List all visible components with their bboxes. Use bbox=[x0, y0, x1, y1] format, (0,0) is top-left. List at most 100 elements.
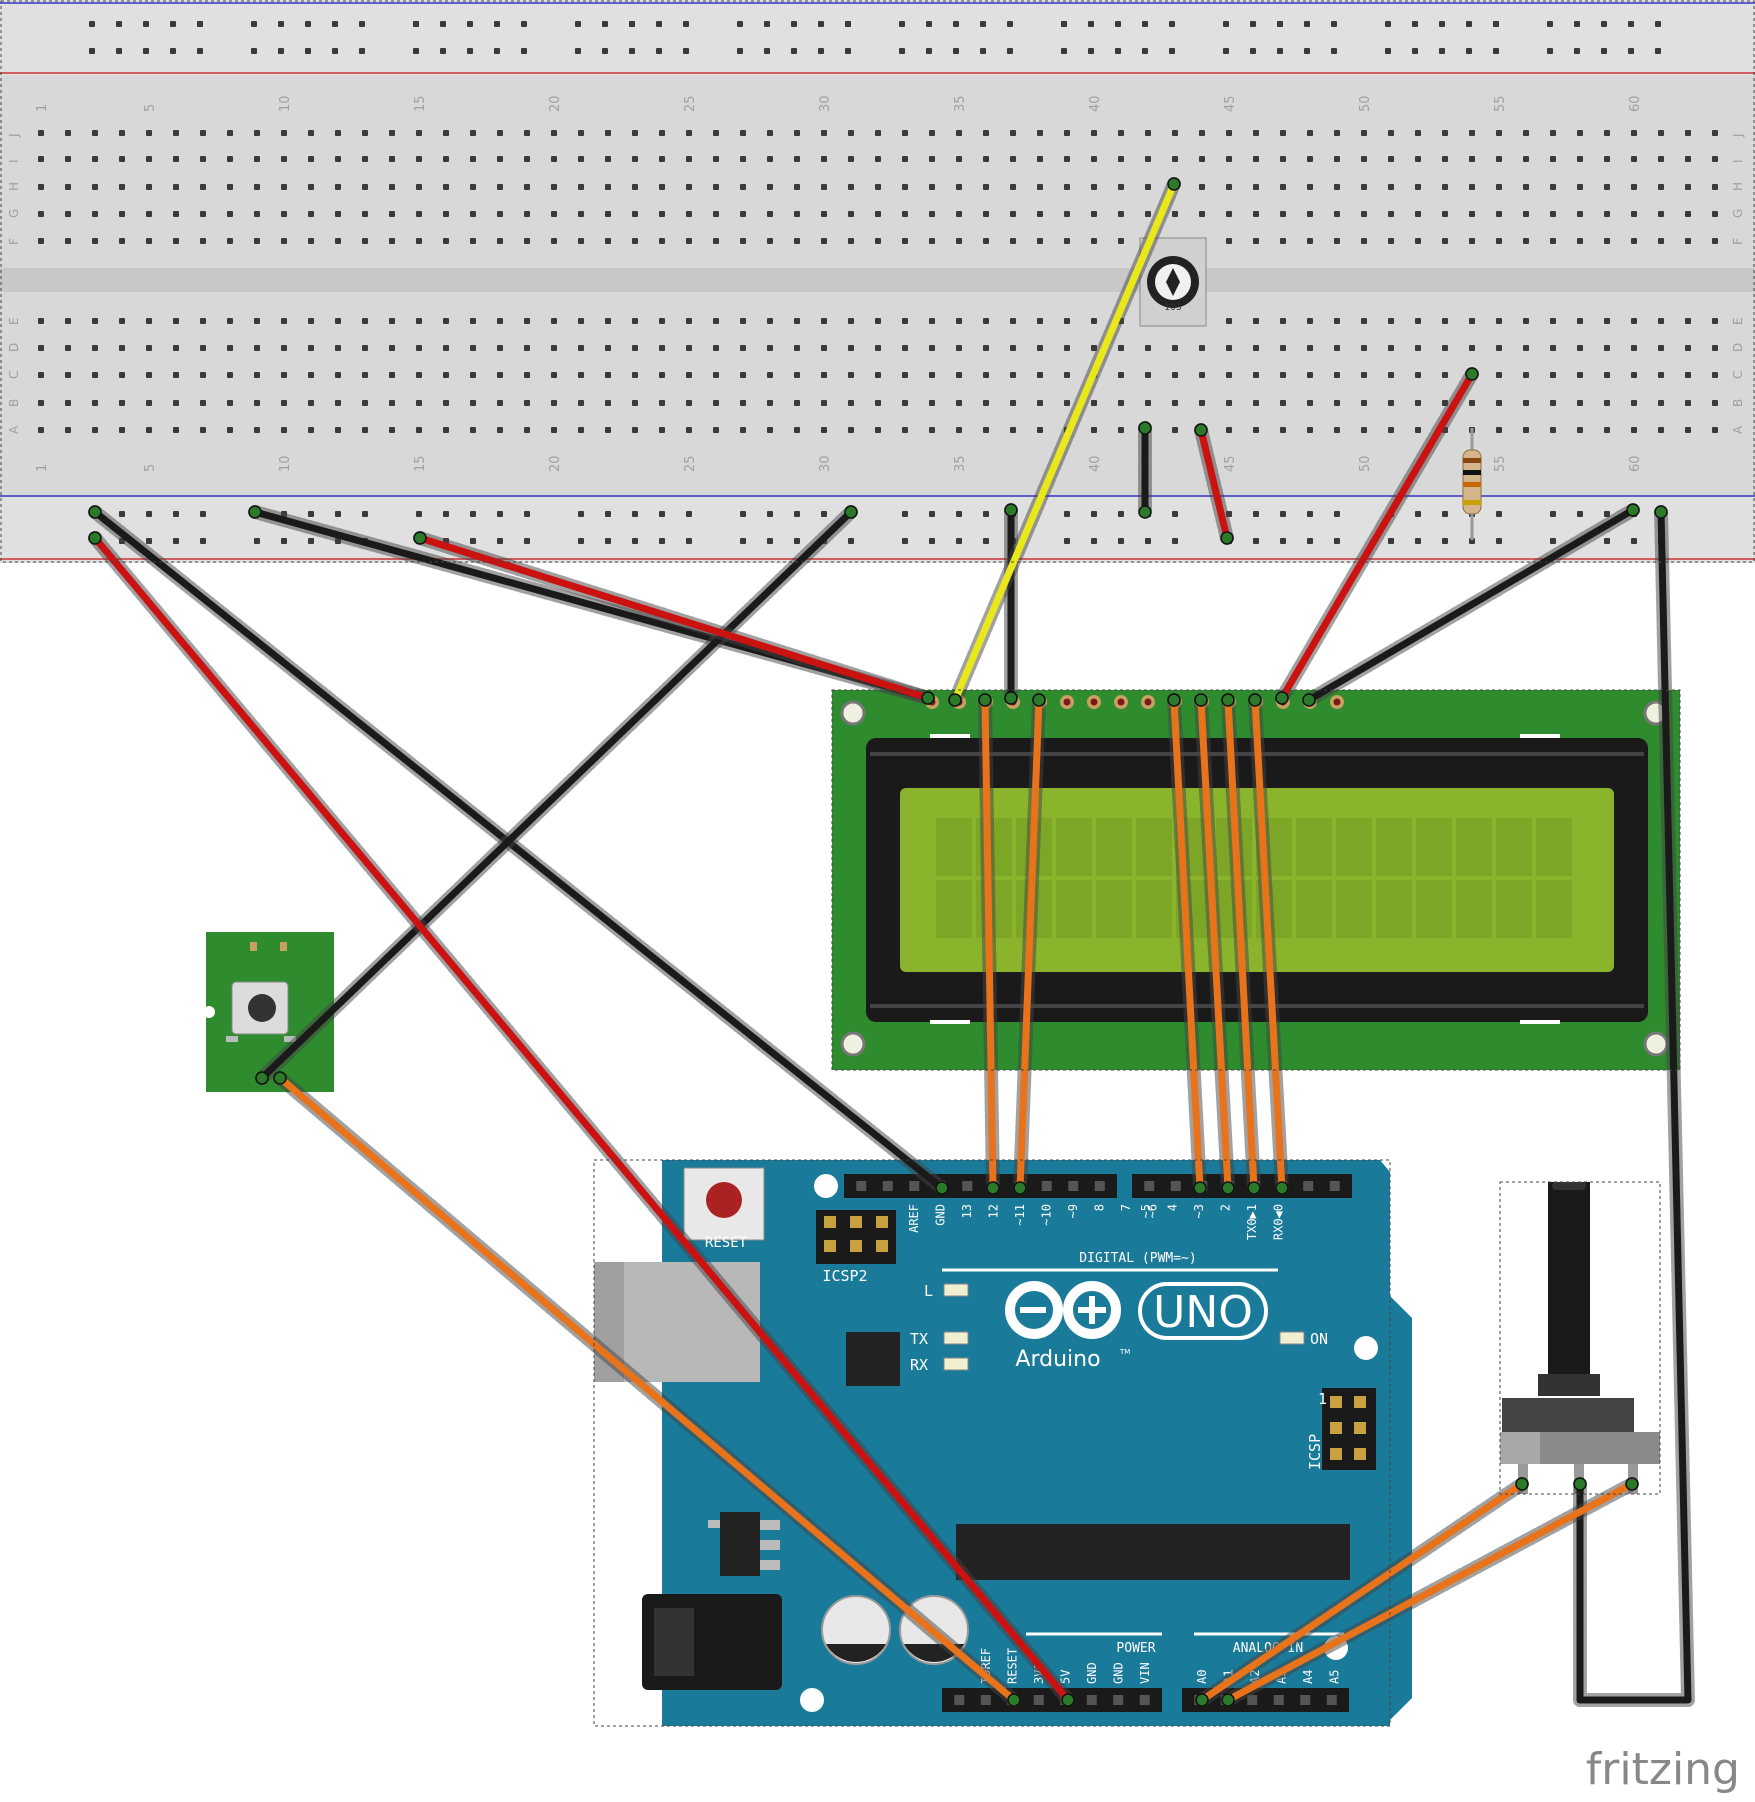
breadboard-hole bbox=[1253, 238, 1259, 244]
breadboard-hole bbox=[281, 372, 287, 378]
row-letter: B bbox=[7, 399, 21, 407]
power-rail-hole bbox=[740, 538, 746, 544]
trimmer-potentiometer[interactable]: 103 bbox=[1139, 237, 1207, 327]
breadboard-hole bbox=[1199, 184, 1205, 190]
breadboard-hole bbox=[686, 238, 692, 244]
breadboard-hole bbox=[1523, 211, 1529, 217]
breadboard-hole bbox=[1415, 427, 1421, 433]
breadboard-hole bbox=[362, 345, 368, 351]
breadboard-hole bbox=[146, 130, 152, 136]
breadboard-hole bbox=[875, 211, 881, 217]
breadboard-hole bbox=[1334, 318, 1340, 324]
column-number: 35 bbox=[953, 455, 968, 472]
lcd-cell bbox=[1416, 818, 1452, 876]
breadboard-hole bbox=[497, 345, 503, 351]
row-letter: D bbox=[1731, 343, 1745, 352]
power-rail-hole bbox=[737, 48, 743, 54]
breadboard-hole bbox=[1226, 211, 1232, 217]
breadboard-hole bbox=[200, 427, 206, 433]
wire-end bbox=[413, 531, 427, 545]
lcd-silk bbox=[930, 734, 970, 738]
breadboard-hole bbox=[767, 184, 773, 190]
power-rail-hole bbox=[1142, 21, 1148, 27]
wire-end bbox=[1275, 1181, 1289, 1195]
power-rail-hole bbox=[980, 48, 986, 54]
breadboard-hole bbox=[578, 211, 584, 217]
lcd-cell bbox=[1056, 818, 1092, 876]
breadboard-hole bbox=[794, 184, 800, 190]
power-rail-hole bbox=[1169, 21, 1175, 27]
breadboard-hole bbox=[632, 184, 638, 190]
breadboard-hole bbox=[1550, 318, 1556, 324]
rotary-potentiometer[interactable] bbox=[1500, 1182, 1660, 1494]
breadboard-hole bbox=[1442, 318, 1448, 324]
breadboard-hole bbox=[92, 400, 98, 406]
breadboard-hole bbox=[659, 345, 665, 351]
breadboard-hole bbox=[497, 372, 503, 378]
breadboard-hole bbox=[605, 184, 611, 190]
breadboard-hole bbox=[794, 238, 800, 244]
breadboard-hole bbox=[1118, 238, 1124, 244]
power-rail-hole bbox=[1223, 21, 1229, 27]
header-pin bbox=[1303, 1181, 1314, 1191]
power-rail-hole bbox=[524, 511, 530, 517]
breadboard-hole bbox=[1037, 400, 1043, 406]
breadboard-hole bbox=[767, 238, 773, 244]
digital-pin-labels: AREF GND 13 12 ~11 ~10 ~9 8 7 ~6~5 4 ~3 2 TX0▶1 RX0◀0 bbox=[907, 1204, 1286, 1240]
power-rail-hole bbox=[1577, 511, 1583, 517]
pin-label: 5V bbox=[1059, 1670, 1073, 1684]
breadboard-hole bbox=[794, 345, 800, 351]
digital-header bbox=[844, 1174, 1352, 1198]
power-rail-hole bbox=[1061, 48, 1067, 54]
breadboard-hole bbox=[1685, 318, 1691, 324]
breadboard-hole bbox=[1577, 318, 1583, 324]
column-number: 15 bbox=[413, 455, 428, 472]
row-letter: C bbox=[7, 371, 21, 379]
power-rail-hole bbox=[1253, 511, 1259, 517]
power-rail-hole bbox=[605, 538, 611, 544]
breadboard-hole bbox=[713, 238, 719, 244]
column-numbers-top: 1 5 10 15 20 25 30 35 40 45 50 55 60 bbox=[35, 95, 1643, 112]
breadboard-hole bbox=[1469, 345, 1475, 351]
breadboard-hole bbox=[38, 238, 44, 244]
column-number: 60 bbox=[1628, 455, 1643, 472]
breadboard-hole bbox=[362, 372, 368, 378]
lcd-pin-hole bbox=[1333, 698, 1341, 706]
power-rail-hole bbox=[899, 48, 905, 54]
breadboard-hole bbox=[983, 211, 989, 217]
breadboard-hole bbox=[1604, 184, 1610, 190]
breadboard-hole bbox=[1253, 427, 1259, 433]
wire-end bbox=[1007, 1693, 1021, 1707]
breadboard-hole bbox=[1604, 156, 1610, 162]
wire-end bbox=[1138, 505, 1152, 519]
breadboard-hole bbox=[281, 211, 287, 217]
pin-label: 13 bbox=[960, 1204, 974, 1218]
breadboard-hole bbox=[848, 318, 854, 324]
breadboard-hole bbox=[119, 211, 125, 217]
wire bbox=[1198, 1480, 1526, 1704]
icsp-pin bbox=[1330, 1396, 1342, 1408]
breadboard-hole bbox=[686, 400, 692, 406]
breadboard-hole bbox=[1550, 238, 1556, 244]
breadboard-hole bbox=[551, 427, 557, 433]
breadboard-hole bbox=[1604, 238, 1610, 244]
breadboard-hole bbox=[1577, 372, 1583, 378]
breadboard-hole bbox=[578, 184, 584, 190]
power-rail-hole bbox=[305, 21, 311, 27]
breadboard-hole bbox=[1685, 211, 1691, 217]
power-rail-hole bbox=[578, 538, 584, 544]
breadboard-hole bbox=[389, 400, 395, 406]
breadboard-hole bbox=[1199, 130, 1205, 136]
breadboard-hole bbox=[1442, 130, 1448, 136]
breadboard-hole bbox=[1388, 318, 1394, 324]
breadboard-hole bbox=[1037, 156, 1043, 162]
breadboard-hole bbox=[1226, 318, 1232, 324]
breadboard-hole bbox=[308, 130, 314, 136]
lcd-character-cells bbox=[936, 818, 1572, 938]
breadboard-hole bbox=[740, 345, 746, 351]
breadboard-hole bbox=[659, 238, 665, 244]
breadboard-hole bbox=[1361, 427, 1367, 433]
digital-label: DIGITAL (PWM=~) bbox=[1079, 1251, 1196, 1266]
breadboard-hole bbox=[740, 400, 746, 406]
